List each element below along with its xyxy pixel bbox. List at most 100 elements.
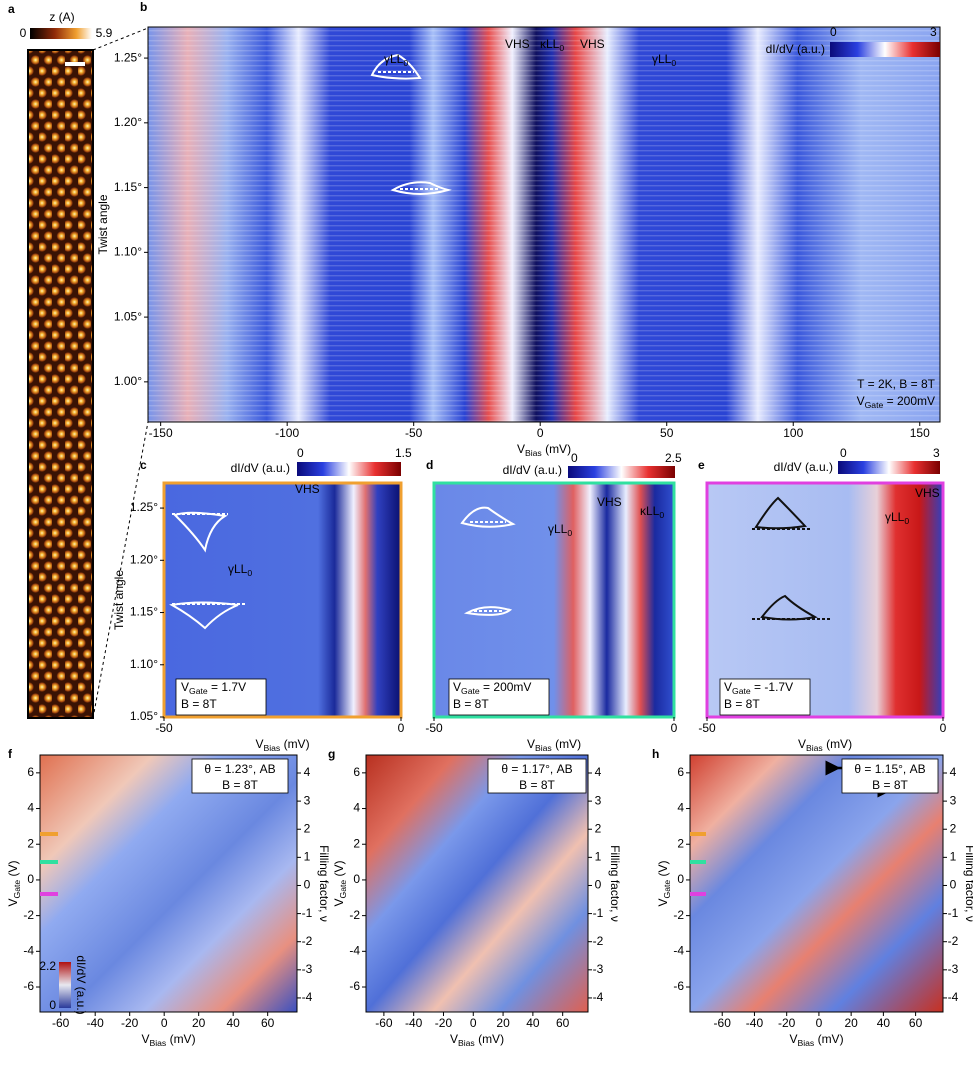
x-tick-label: -20 xyxy=(121,1016,139,1030)
y-axis-label: Twist angle xyxy=(96,194,110,254)
y-axis-label-main: V xyxy=(332,899,346,907)
x-tick-label: -40 xyxy=(405,1016,423,1030)
panel-letter: e xyxy=(698,458,705,472)
y2-tick-label: 3 xyxy=(595,793,602,807)
y-tick-label: 1.15° xyxy=(130,605,158,619)
colorbar xyxy=(59,962,71,1008)
x-axis-label-main: V xyxy=(789,1032,797,1046)
x-tick-label: 60 xyxy=(261,1016,275,1030)
colorbar xyxy=(830,42,940,57)
y2-tick-label: 0 xyxy=(304,878,311,892)
y2-tick-label: -3 xyxy=(948,962,959,976)
x-axis-label-rest: (mV) xyxy=(552,737,581,751)
panel-letter: a xyxy=(8,2,15,16)
x-axis-label-main: V xyxy=(798,737,806,751)
y2-tick-label: 4 xyxy=(950,765,957,779)
x-axis-label-rest: (mV) xyxy=(280,737,309,751)
annotation-main: V xyxy=(724,680,732,694)
x-tick-label: 0 xyxy=(537,426,544,440)
panel-letter: g xyxy=(328,747,335,761)
x-tick-label: -50 xyxy=(698,721,716,735)
y-tick-label: 1.10° xyxy=(130,657,158,671)
colorbar xyxy=(297,462,401,476)
annotation-main: V xyxy=(453,680,461,694)
x-tick-label: 0 xyxy=(161,1016,168,1030)
annotation: θ = 1.17°, AB xyxy=(501,762,572,776)
y-tick-label: 1.25° xyxy=(130,500,158,514)
y-axis-label: VGate (V) xyxy=(6,860,22,906)
colorbar-max: 2.2 xyxy=(39,959,56,973)
x-tick-label: -40 xyxy=(87,1016,105,1030)
y-tick-label: 2 xyxy=(677,836,684,850)
y-axis-label-sub: Gate xyxy=(12,880,22,899)
figure: -150-100-50050100150VBias (mV)1.00°1.05°… xyxy=(0,0,973,1070)
x-tick-label: 0 xyxy=(470,1016,477,1030)
y-tick-label: 0 xyxy=(27,872,34,886)
y-axis-label-main: V xyxy=(656,899,670,907)
x-axis-label: VBias (mV) xyxy=(798,737,852,753)
y2-tick-label: 1 xyxy=(595,850,602,864)
colorbar-min: 0 xyxy=(297,446,304,460)
heatmap xyxy=(690,755,943,1012)
y-tick-label: -4 xyxy=(673,943,684,957)
y-tick-label: -2 xyxy=(349,908,360,922)
y-tick-label: 6 xyxy=(677,765,684,779)
y2-tick-label: -2 xyxy=(302,934,313,948)
colorbar-label: dI/dV (a.u.) xyxy=(766,42,825,56)
y-tick-label: 1.20° xyxy=(114,115,142,129)
y2-tick-label: -3 xyxy=(302,962,313,976)
y-axis-label-rest: (V) xyxy=(656,860,670,879)
y-tick-label: -6 xyxy=(23,979,34,993)
x-axis-label-sub: Bias xyxy=(263,743,280,753)
x-axis-label-rest: (mV) xyxy=(542,442,571,456)
colorbar-max: 2.5 xyxy=(665,451,682,465)
annotation-main: γLL xyxy=(228,562,248,576)
annotation: T = 2K, B = 8T xyxy=(857,377,935,391)
y-axis-label: VGate (V) xyxy=(656,860,672,906)
y2-tick-label: -1 xyxy=(593,906,604,920)
annotation-sub: 0 xyxy=(671,58,676,68)
x-tick-label: 20 xyxy=(496,1016,510,1030)
y2-tick-label: 2 xyxy=(950,821,957,835)
y2-tick-label: 2 xyxy=(595,821,602,835)
annotation-main: γLL xyxy=(384,52,404,66)
y2-tick-label: -2 xyxy=(948,934,959,948)
panel-letter: c xyxy=(140,458,147,472)
x-axis-label-sub: Bias xyxy=(797,1038,814,1048)
z-colorbar xyxy=(30,28,92,39)
annotation: VHS xyxy=(505,37,530,51)
colorbar xyxy=(568,466,675,478)
annotation: B = 8T xyxy=(872,778,908,792)
x-tick-label: 150 xyxy=(910,426,930,440)
y2-tick-label: 0 xyxy=(950,878,957,892)
y-tick-label: 2 xyxy=(27,836,34,850)
y-tick-label: 1.05° xyxy=(114,309,142,323)
x-axis-label-rest: (mV) xyxy=(475,1032,504,1046)
x-axis-label-sub: Bias xyxy=(525,448,542,458)
colorbar-max: 5.9 xyxy=(96,26,113,40)
x-tick-label: -40 xyxy=(746,1016,764,1030)
x-tick-label: 60 xyxy=(556,1016,570,1030)
y-tick-label: -6 xyxy=(673,979,684,993)
y-tick-label: 1.15° xyxy=(114,180,142,194)
x-tick-label: 0 xyxy=(671,721,678,735)
y-axis-label-rest: (V) xyxy=(6,860,20,879)
x-tick-label: -50 xyxy=(425,721,443,735)
x-axis-label: VBias (mV) xyxy=(255,737,309,753)
colorbar-max: 3 xyxy=(930,25,937,39)
y2-tick-label: 4 xyxy=(304,765,311,779)
y2-tick-label: -4 xyxy=(593,990,604,1004)
colorbar-min: 0 xyxy=(20,26,27,40)
colorbar-label: dI/dV (a.u.) xyxy=(74,955,88,1014)
annotation: B = 8T xyxy=(453,697,489,711)
y2-tick-label: -4 xyxy=(948,990,959,1004)
annotation-sub: Gate xyxy=(461,686,480,696)
y2-tick-label: 3 xyxy=(304,793,311,807)
annotation-sub: 0 xyxy=(403,58,408,68)
annotation: θ = 1.23°, AB xyxy=(204,762,275,776)
x-tick-label: -20 xyxy=(435,1016,453,1030)
y-tick-label: 2 xyxy=(353,836,360,850)
x-axis-label-sub: Bias xyxy=(458,1038,475,1048)
x-tick-label: -50 xyxy=(155,721,173,735)
x-tick-label: -50 xyxy=(405,426,423,440)
